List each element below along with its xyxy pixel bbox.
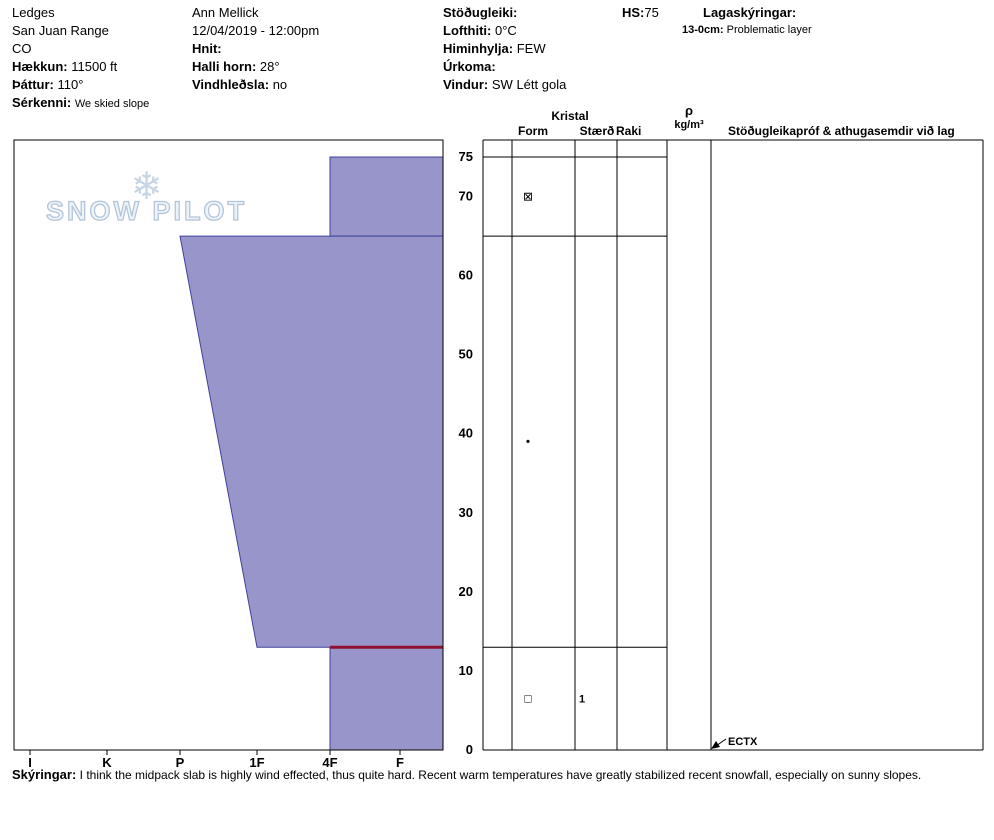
hs-label: HS: bbox=[622, 5, 645, 20]
observer-name: Ann Mellick bbox=[192, 5, 259, 20]
snow-layer bbox=[329, 156, 444, 237]
aspect-value: 110° bbox=[57, 77, 84, 92]
pit-comments-label: Skýringar: bbox=[12, 767, 77, 782]
elevation-label: Hækkun: bbox=[12, 59, 68, 74]
snowpilot-logo: ❄ SNOW PILOT bbox=[45, 166, 247, 227]
snowflake-icon: ❄ bbox=[130, 166, 163, 208]
air-temp-value: 0°C bbox=[495, 23, 517, 38]
slope-angle-label: Halli horn: bbox=[192, 59, 257, 74]
depth-tick-label: 30 bbox=[459, 505, 473, 520]
density-header-symbol: ρ bbox=[684, 103, 694, 118]
depth-tick-label: 60 bbox=[459, 268, 473, 283]
layer-note-entry: 13-0cm: Problematic layer bbox=[682, 24, 812, 36]
depth-tick-label: 10 bbox=[459, 663, 473, 678]
pit-comments-text: I think the midpack slab is highly wind … bbox=[79, 768, 922, 782]
location-block: Ledges San Juan Range CO Hækkun: 11500 f… bbox=[12, 4, 149, 113]
logo-text: SNOW PILOT bbox=[45, 195, 247, 226]
precip-row: Úrkoma: bbox=[443, 58, 566, 76]
wind-value: SW Létt gola bbox=[491, 77, 567, 92]
site-range: San Juan Range bbox=[12, 23, 109, 38]
depth-tick-label: 50 bbox=[459, 347, 473, 362]
wind-label: Vindur: bbox=[443, 77, 489, 92]
test-arrow bbox=[715, 738, 727, 747]
col-header-moisture: Raki bbox=[616, 124, 642, 138]
site-aspect: Þáttur: 110° bbox=[12, 76, 149, 94]
sky-cover-label: Himinhylja: bbox=[443, 41, 514, 56]
aspect-label: Þáttur: bbox=[12, 77, 54, 92]
stability-label: Stöðugleiki: bbox=[443, 5, 518, 20]
precip-label: Úrkoma: bbox=[443, 59, 496, 74]
grain-size-value: 1 bbox=[579, 694, 585, 706]
wind-row: Vindur: SW Létt gola bbox=[443, 76, 566, 94]
site-name: Ledges bbox=[12, 5, 55, 20]
weather-block: Stöðugleiki: Lofthiti: 0°C Himinhylja: F… bbox=[443, 4, 566, 94]
test-result-label: ECTX bbox=[728, 736, 758, 748]
crystal-group-header: Kristal bbox=[551, 109, 589, 123]
pit-comments: Skýringar: I think the midpack slab is h… bbox=[12, 767, 921, 782]
snow-layer bbox=[179, 235, 444, 648]
grain-form-symbol: ⊠ bbox=[523, 190, 533, 204]
elevation-value: 11500 ft bbox=[71, 59, 118, 74]
site-notes: Sérkenni: We skied slope bbox=[12, 94, 149, 113]
air-temp-label: Lofthiti: bbox=[443, 23, 492, 38]
site-state: CO bbox=[12, 41, 32, 56]
col-header-form: Form bbox=[518, 124, 548, 138]
sky-cover-row: Himinhylja: FEW bbox=[443, 40, 566, 58]
snow-height-total: HS:75 bbox=[622, 5, 659, 20]
sky-cover-value: FEW bbox=[516, 41, 546, 56]
test-arrow-head bbox=[711, 741, 720, 749]
stability-row: Stöðugleiki: bbox=[443, 4, 566, 22]
observer-block: Ann Mellick 12/04/2019 - 12:00pm Hnit: H… bbox=[192, 4, 319, 94]
grain-form-symbol: • bbox=[526, 435, 530, 449]
depth-tick-label: 75 bbox=[459, 149, 473, 164]
site-elevation: Hækkun: 11500 ft bbox=[12, 58, 149, 76]
site-notes-value: We skied slope bbox=[74, 98, 150, 110]
layer-note-range: 13-0cm: bbox=[682, 24, 724, 36]
observation-datetime: 12/04/2019 - 12:00pm bbox=[192, 23, 320, 38]
wind-loading-value: no bbox=[272, 77, 288, 92]
depth-tick-label: 70 bbox=[459, 189, 473, 204]
depth-tick-label: 0 bbox=[466, 742, 473, 757]
layer-note-text: Problematic layer bbox=[726, 24, 812, 36]
air-temp-row: Lofthiti: 0°C bbox=[443, 22, 566, 40]
slope-angle-value: 28° bbox=[259, 59, 280, 74]
wind-loading-row: Vindhleðsla: no bbox=[192, 76, 319, 94]
coords-row: Hnit: bbox=[192, 40, 319, 58]
hs-value: 75 bbox=[644, 5, 659, 20]
chart-border bbox=[13, 139, 444, 751]
grain-form-symbol: □ bbox=[524, 692, 531, 706]
depth-tick-label: 20 bbox=[459, 584, 473, 599]
depth-tick-label: 40 bbox=[459, 426, 473, 441]
wind-loading-label: Vindhleðsla: bbox=[192, 77, 270, 92]
coords-label: Hnit: bbox=[192, 41, 222, 56]
site-notes-label: Sérkenni: bbox=[12, 95, 72, 110]
comments-column-header: Stöðugleikapróf & athugasemdir við lag bbox=[728, 124, 955, 138]
slope-angle-row: Halli horn: 28° bbox=[192, 58, 319, 76]
col-header-size: Stærð bbox=[579, 124, 615, 138]
density-header-unit: kg/m³ bbox=[674, 119, 704, 131]
snow-layer bbox=[329, 646, 444, 751]
layer-notes-title: Lagaskýringar: bbox=[703, 5, 797, 20]
